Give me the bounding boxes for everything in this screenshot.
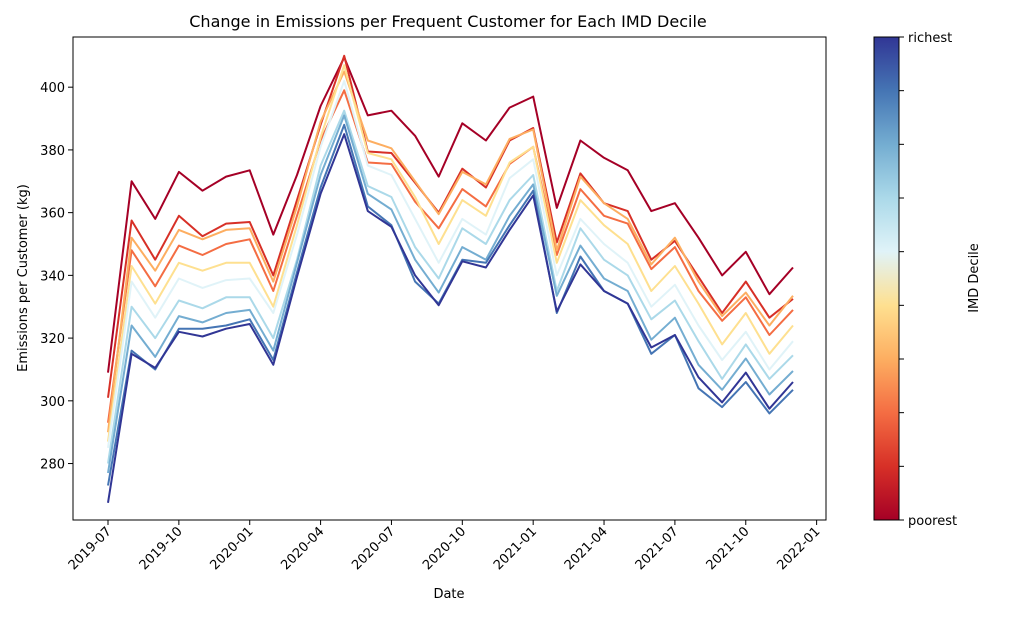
decile-line-1 — [107, 56, 794, 373]
x-tick-label: 2021-04 — [562, 524, 611, 573]
y-tick-label: 380 — [40, 144, 65, 159]
y-tick-label: 340 — [40, 269, 65, 284]
decile-line-3 — [107, 89, 794, 423]
x-tick-label: 2021-01 — [491, 524, 540, 573]
x-tick-label: 2020-01 — [208, 524, 257, 573]
y-tick-label: 360 — [40, 207, 65, 222]
x-tick-label: 2020-04 — [278, 524, 327, 573]
colorbar-gradient — [873, 36, 900, 521]
y-tick-label: 320 — [40, 332, 65, 347]
colorbar-bottom-label: poorest — [908, 514, 957, 529]
colorbar: richest poorest IMD Decile — [873, 31, 982, 529]
x-axis-ticks: 2019-07 2019-10 2020-01 2020-04 2020-07 2020-… — [66, 520, 823, 573]
decile-line-5 — [107, 64, 794, 442]
decile-line-4 — [107, 70, 794, 433]
series-lines — [107, 54, 794, 503]
decile-line-10 — [107, 133, 794, 503]
x-tick-label: 2019-10 — [137, 524, 186, 573]
x-tick-label: 2021-07 — [633, 524, 682, 573]
x-tick-label: 2021-10 — [704, 524, 753, 573]
y-tick-label: 400 — [40, 81, 65, 96]
plot-frame — [72, 36, 827, 521]
decile-line-8 — [107, 114, 794, 474]
y-tick-label: 280 — [40, 458, 65, 473]
x-tick-label: 2022-01 — [774, 524, 823, 573]
colorbar-top-label: richest — [908, 31, 952, 46]
y-axis-label: Emissions per Customer (kg) — [16, 184, 31, 372]
x-axis-label: Date — [433, 587, 464, 602]
chart-title: Change in Emissions per Frequent Custome… — [189, 12, 707, 31]
x-tick-label: 2020-10 — [420, 524, 469, 573]
y-tick-label: 300 — [40, 395, 65, 410]
y-axis-ticks: 280 300 320 340 360 380 400 — [40, 81, 73, 473]
decile-line-6 — [107, 79, 794, 449]
colorbar-ticks — [899, 36, 904, 521]
decile-line-7 — [107, 109, 794, 464]
x-tick-label: 2019-07 — [66, 524, 115, 573]
colorbar-axis-label: IMD Decile — [967, 243, 982, 313]
x-tick-label: 2020-07 — [349, 524, 398, 573]
